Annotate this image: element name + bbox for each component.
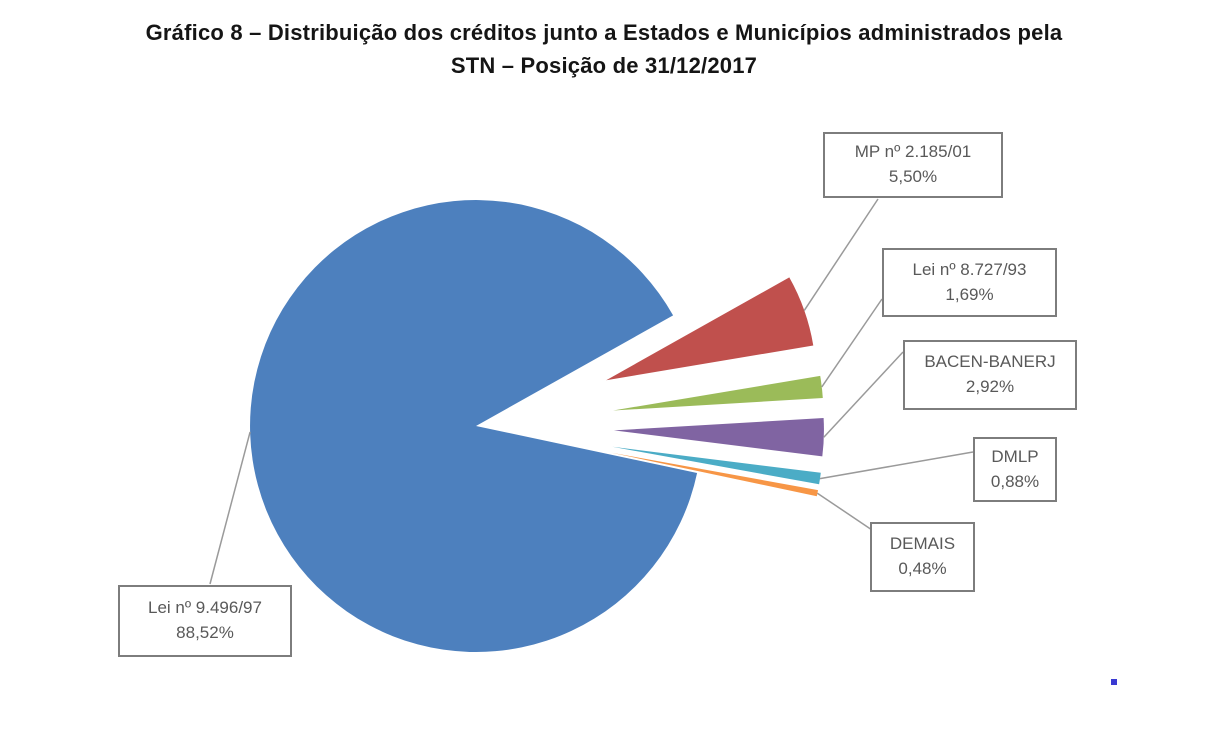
callout-value: 5,50% [888,167,938,186]
callout-label: DEMAIS [889,534,956,554]
leader-line-4 [819,451,974,480]
callout-label: BACEN-BANERJ [924,352,1056,372]
callout-demais: DEMAIS 0,48% [870,522,975,592]
callout-label: MP nº 2.185/01 [854,142,972,162]
callout-value: 0,48% [898,559,947,578]
leader-line-2 [821,298,883,388]
leader-line-3 [823,351,904,438]
callout-dmlp: DMLP 0,88% [973,437,1057,502]
callout-mp-2185: MP nº 2.185/01 5,50% [823,132,1003,198]
chart-title: Gráfico 8 – Distribuição dos créditos ju… [0,16,1208,82]
leader-line-1 [803,198,879,311]
callout-value: 0,88% [990,471,1040,491]
pie-slice-4 [612,446,821,485]
pie-slice-0 [250,200,698,653]
pie-slice-5 [611,452,818,497]
callout-label: Lei nº 9.496/97 [148,598,262,618]
leader-line-5 [816,492,873,531]
chart-title-line2: STN – Posição de 31/12/2017 [450,53,758,78]
pie-slice-3 [613,418,824,457]
blue-artifact-mark [1111,679,1117,685]
callout-lei-8727: Lei nº 8.727/93 1,69% [882,248,1057,317]
chart-title-line1: Gráfico 8 – Distribuição dos créditos ju… [145,20,1063,45]
callout-label: Lei nº 8.727/93 [912,259,1027,279]
callout-value: 88,52% [176,623,234,642]
callout-value: 1,69% [945,284,994,304]
pie-slice-1 [606,277,814,381]
leader-line-0 [209,431,251,585]
callout-bacen-banerj: BACEN-BANERJ 2,92% [903,340,1077,410]
callout-value: 2,92% [965,377,1015,396]
callout-label: DMLP [991,446,1039,466]
callout-lei-9496: Lei nº 9.496/97 88,52% [118,585,292,657]
pie-slice-2 [613,375,823,411]
